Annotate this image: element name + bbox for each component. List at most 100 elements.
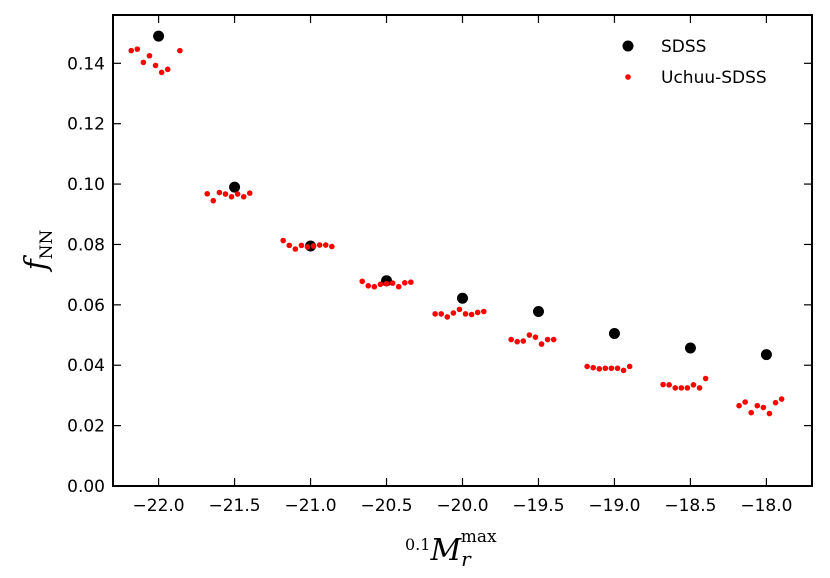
data-point-uchuu-sdss	[544, 336, 551, 343]
data-point-uchuu-sdss	[383, 280, 390, 287]
data-point-uchuu-sdss	[760, 404, 767, 411]
data-point-sdss	[608, 328, 620, 340]
data-point-uchuu-sdss	[234, 191, 241, 197]
data-point-uchuu-sdss	[222, 191, 229, 197]
legend-marker-sdss	[622, 40, 634, 52]
data-point-uchuu-sdss	[684, 385, 691, 391]
data-point-uchuu-sdss	[164, 66, 171, 73]
data-point-uchuu-sdss	[140, 59, 147, 66]
y-tick-label: 0.14	[67, 54, 105, 74]
data-point-sdss	[532, 305, 544, 317]
x-tick-label: −22.0	[133, 496, 185, 516]
data-point-uchuu-sdss	[286, 242, 293, 249]
data-point-uchuu-sdss	[395, 283, 402, 290]
y-tick-label: 0.10	[67, 175, 105, 195]
data-point-uchuu-sdss	[216, 189, 223, 196]
data-point-uchuu-sdss	[146, 52, 153, 59]
data-point-uchuu-sdss	[584, 363, 590, 370]
x-tick-label: −19.0	[588, 496, 640, 516]
data-point-uchuu-sdss	[614, 365, 621, 372]
y-axis-label-subscript: NN	[37, 229, 57, 259]
data-point-uchuu-sdss	[462, 311, 469, 317]
data-point-uchuu-sdss	[401, 280, 408, 286]
x-tick-label: −18.5	[664, 496, 716, 516]
x-tick-label: −21.0	[284, 496, 336, 516]
data-point-uchuu-sdss	[602, 365, 609, 372]
data-point-uchuu-sdss	[480, 308, 487, 315]
data-point-uchuu-sdss	[736, 402, 742, 409]
y-tick-label: 0.02	[67, 417, 105, 437]
data-point-uchuu-sdss	[538, 341, 545, 347]
data-point-uchuu-sdss	[748, 409, 755, 416]
data-point-uchuu-sdss	[292, 246, 299, 252]
y-tick-label: 0.08	[67, 235, 105, 255]
y-tick-label: 0.06	[67, 296, 105, 316]
data-point-uchuu-sdss	[596, 366, 603, 372]
data-point-uchuu-sdss	[696, 385, 703, 391]
y-tick-label: 0.04	[67, 356, 105, 376]
y-tick-label: 0.00	[67, 477, 105, 497]
data-point-uchuu-sdss	[304, 244, 311, 250]
data-point-uchuu-sdss	[177, 47, 183, 54]
legend-label-sdss: SDSS	[661, 37, 706, 57]
data-point-uchuu-sdss	[550, 336, 557, 343]
data-point-uchuu-sdss	[620, 367, 627, 374]
data-point-uchuu-sdss	[240, 193, 247, 200]
data-point-sdss	[153, 30, 165, 42]
legend-label-uchuu-sdss: Uchuu-SDSS	[661, 68, 767, 88]
data-point-uchuu-sdss	[590, 364, 596, 371]
data-point-uchuu-sdss	[672, 385, 679, 391]
data-point-uchuu-sdss	[371, 283, 378, 290]
data-point-uchuu-sdss	[210, 197, 217, 204]
legend: SDSS Uchuu-SDSS	[622, 37, 767, 88]
data-point-uchuu-sdss	[456, 306, 463, 313]
data-point-uchuu-sdss	[660, 381, 666, 388]
data-point-uchuu-sdss	[408, 279, 414, 286]
legend-marker-uchuu-sdss	[625, 74, 631, 80]
plot-marks	[128, 30, 785, 417]
data-point-uchuu-sdss	[322, 242, 329, 248]
data-point-uchuu-sdss	[158, 69, 165, 76]
data-point-uchuu-sdss	[152, 62, 159, 69]
data-point-sdss	[457, 292, 468, 304]
data-point-uchuu-sdss	[365, 283, 372, 289]
data-point-uchuu-sdss	[778, 396, 785, 402]
data-point-uchuu-sdss	[526, 332, 533, 338]
data-point-uchuu-sdss	[204, 190, 211, 197]
data-point-uchuu-sdss	[508, 336, 514, 343]
data-point-uchuu-sdss	[514, 338, 521, 345]
data-point-uchuu-sdss	[246, 190, 253, 196]
x-axis-label-main: M	[429, 533, 462, 568]
data-point-uchuu-sdss	[128, 47, 135, 54]
data-point-uchuu-sdss	[359, 278, 366, 285]
data-point-uchuu-sdss	[626, 363, 633, 370]
data-point-uchuu-sdss	[432, 311, 438, 317]
data-point-sdss	[684, 342, 696, 354]
data-point-uchuu-sdss	[702, 375, 709, 382]
data-point-uchuu-sdss	[310, 243, 317, 249]
data-point-uchuu-sdss	[389, 280, 396, 286]
x-tick-label: −20.0	[436, 496, 488, 516]
data-point-uchuu-sdss	[134, 46, 141, 52]
data-point-uchuu-sdss	[742, 399, 748, 405]
data-point-sdss	[229, 181, 241, 193]
data-point-uchuu-sdss	[280, 237, 286, 244]
x-tick-label: −18.0	[740, 496, 792, 516]
x-axis-label-superscript: max	[461, 527, 497, 547]
data-point-uchuu-sdss	[316, 242, 323, 248]
plot-frame	[112, 14, 813, 487]
data-point-uchuu-sdss	[690, 382, 697, 388]
data-point-uchuu-sdss	[298, 242, 305, 249]
data-point-uchuu-sdss	[228, 193, 235, 200]
x-tick-label: −21.5	[209, 496, 261, 516]
x-axis-label-prefix: 0.1	[405, 535, 430, 554]
data-point-uchuu-sdss	[532, 334, 539, 340]
data-point-uchuu-sdss	[329, 243, 335, 250]
x-axis-label: 0.1Mrmax	[405, 527, 497, 571]
data-point-uchuu-sdss	[450, 310, 457, 316]
data-point-uchuu-sdss	[444, 314, 451, 320]
data-point-uchuu-sdss	[754, 402, 761, 409]
data-point-uchuu-sdss	[772, 399, 779, 406]
